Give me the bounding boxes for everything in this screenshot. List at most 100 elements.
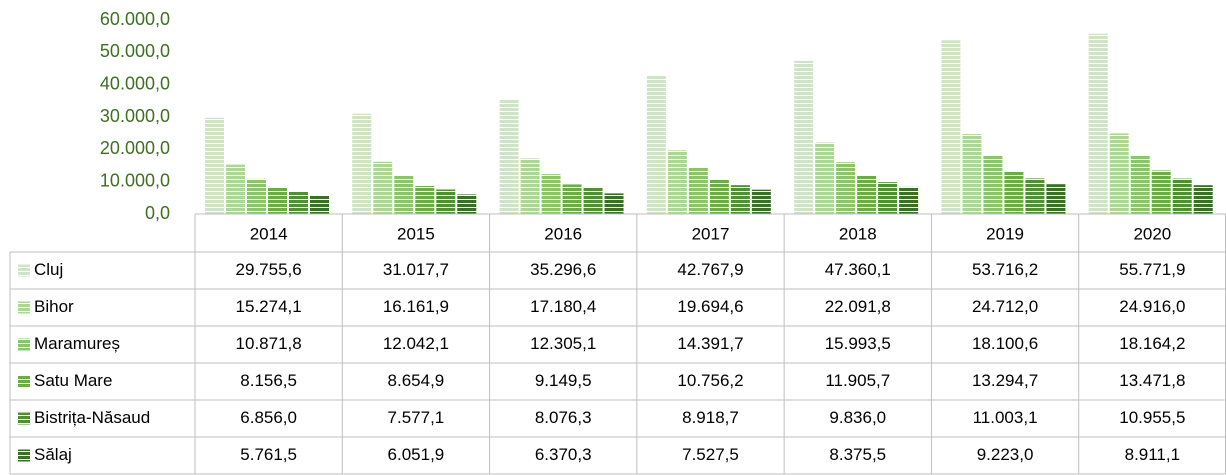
- bar: [983, 155, 1003, 214]
- bar: [373, 161, 393, 214]
- bar: [436, 189, 456, 214]
- bar: [730, 185, 750, 214]
- table-cell: 6.370,3: [535, 445, 592, 464]
- legend-key: [18, 264, 30, 277]
- y-tick-label: 0,0: [145, 203, 170, 223]
- table-cell: 19.694,6: [677, 297, 743, 316]
- legend-label: Bihor: [34, 297, 74, 316]
- y-tick-label: 10.000,0: [100, 170, 170, 190]
- table-cell: 35.296,6: [530, 260, 596, 279]
- x-tick-label: 2017: [692, 224, 730, 243]
- bar: [941, 40, 961, 214]
- x-tick-label: 2015: [397, 224, 435, 243]
- x-tick-label: 2019: [986, 224, 1024, 243]
- bar: [1193, 185, 1213, 214]
- table-cell: 29.755,6: [236, 260, 302, 279]
- legend-key: [18, 449, 30, 462]
- bar: [899, 186, 919, 214]
- bar: [709, 179, 729, 214]
- bar: [962, 134, 982, 214]
- x-tick-label: 2020: [1133, 224, 1171, 243]
- bar: [688, 167, 708, 214]
- legend-label: Maramureș: [34, 334, 120, 353]
- bar: [415, 186, 435, 214]
- bar: [583, 187, 603, 214]
- bar: [1025, 178, 1045, 214]
- table-cell: 7.527,5: [682, 445, 739, 464]
- table-cell: 9.836,0: [829, 408, 886, 427]
- bar: [226, 164, 245, 214]
- y-tick-label: 50.000,0: [100, 41, 170, 61]
- table-cell: 7.577,1: [388, 408, 445, 427]
- table-cell: 11.905,7: [825, 371, 890, 390]
- table-cell: 15.993,5: [825, 334, 891, 353]
- bar: [394, 175, 414, 214]
- y-tick-label: 30.000,0: [100, 106, 170, 126]
- table-cell: 13.471,8: [1119, 371, 1185, 390]
- table-cell: 24.916,0: [1119, 297, 1185, 316]
- bar: [1151, 170, 1171, 214]
- bar: [857, 175, 877, 214]
- y-tick-label: 40.000,0: [100, 73, 170, 93]
- bar: [1109, 133, 1129, 214]
- table-cell: 6.051,9: [388, 445, 445, 464]
- legend-label: Sălaj: [34, 445, 72, 464]
- bar: [794, 60, 814, 214]
- table-cell: 5.761,5: [240, 445, 297, 464]
- x-tick-label: 2018: [839, 224, 877, 243]
- table-cell: 14.391,7: [677, 334, 743, 353]
- table-cell: 42.767,9: [677, 260, 743, 279]
- table-cell: 10.756,2: [677, 371, 743, 390]
- bar: [1088, 33, 1108, 215]
- x-tick-label: 2016: [544, 224, 582, 243]
- bar: [1172, 178, 1192, 214]
- bar: [878, 182, 898, 214]
- bar: [499, 99, 519, 214]
- bar: [310, 195, 329, 214]
- table-cell: 24.712,0: [972, 297, 1038, 316]
- table-cell: 8.076,3: [535, 408, 592, 427]
- table-cell: 9.223,0: [977, 445, 1034, 464]
- table-cell: 6.856,0: [240, 408, 297, 427]
- bar: [836, 162, 856, 214]
- bar: [268, 187, 287, 214]
- bar: [352, 113, 372, 214]
- legend-key: [18, 375, 30, 388]
- bar: [541, 174, 561, 214]
- table-cell: 15.274,1: [236, 297, 302, 316]
- bar: [205, 117, 224, 214]
- bar: [751, 189, 771, 214]
- bar: [1004, 171, 1024, 214]
- table-cell: 8.156,5: [240, 371, 297, 390]
- table-cell: 47.360,1: [825, 260, 891, 279]
- table-cell: 18.164,2: [1119, 334, 1185, 353]
- table-cell: 8.375,5: [829, 445, 886, 464]
- table-cell: 10.871,8: [236, 334, 302, 353]
- table-cell: 9.149,5: [535, 371, 592, 390]
- bar: [1046, 184, 1066, 214]
- table-cell: 13.294,7: [972, 371, 1038, 390]
- table-cell: 11.003,1: [973, 408, 1038, 427]
- bar: [1130, 155, 1150, 214]
- table-cell: 16.161,9: [383, 297, 449, 316]
- table-cell: 12.042,1: [383, 334, 449, 353]
- table-cell: 55.771,9: [1119, 260, 1185, 279]
- legend-key: [18, 338, 30, 351]
- table-cell: 10.955,5: [1119, 408, 1185, 427]
- table-cell: 8.654,9: [388, 371, 445, 390]
- bar: [562, 184, 582, 214]
- table-cell: 31.017,7: [383, 260, 449, 279]
- bar: [646, 75, 666, 214]
- table-cell: 18.100,6: [972, 334, 1038, 353]
- bar: [667, 150, 687, 214]
- table-cell: 53.716,2: [972, 260, 1038, 279]
- x-tick-label: 2014: [250, 224, 288, 243]
- bar: [604, 193, 624, 214]
- table-cell: 12.305,1: [530, 334, 596, 353]
- legend-label: Satu Mare: [34, 371, 112, 390]
- bar: [815, 142, 835, 214]
- table-cell: 8.911,1: [1125, 445, 1180, 464]
- bar: [520, 158, 540, 214]
- legend-key: [18, 412, 30, 425]
